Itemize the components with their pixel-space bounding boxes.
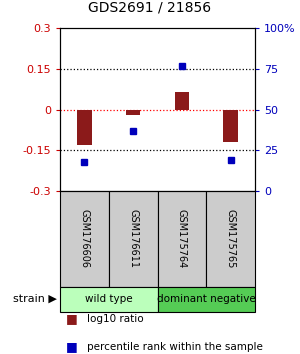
Bar [175, 92, 189, 110]
Bar [77, 110, 92, 145]
Bar [109, 191, 158, 287]
Text: GSM175765: GSM175765 [226, 209, 236, 269]
Text: GSM176606: GSM176606 [80, 210, 89, 268]
Text: strain ▶: strain ▶ [13, 294, 57, 304]
Bar [158, 287, 255, 312]
Text: wild type: wild type [85, 294, 133, 304]
Bar [60, 287, 158, 312]
Bar [126, 110, 140, 115]
Text: GSM176611: GSM176611 [128, 210, 138, 268]
Bar [158, 191, 206, 287]
Text: dominant negative: dominant negative [157, 294, 256, 304]
Text: ■: ■ [66, 312, 78, 325]
Bar [223, 110, 238, 142]
Text: percentile rank within the sample: percentile rank within the sample [87, 342, 263, 352]
Bar [206, 191, 255, 287]
Text: GDS2691 / 21856: GDS2691 / 21856 [88, 0, 212, 14]
Bar [60, 191, 109, 287]
Text: log10 ratio: log10 ratio [87, 314, 144, 324]
Text: ■: ■ [66, 341, 78, 353]
Text: GSM175764: GSM175764 [177, 209, 187, 269]
